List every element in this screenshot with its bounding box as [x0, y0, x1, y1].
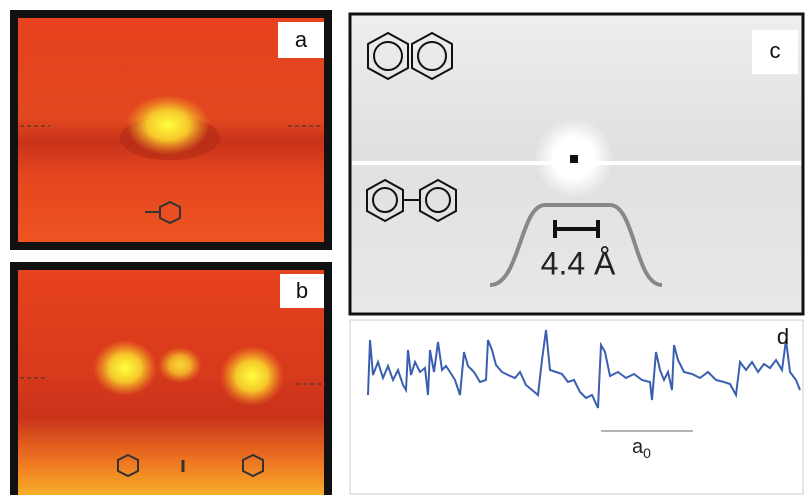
panel-label: a [295, 27, 308, 52]
panel-label: d [777, 324, 789, 349]
molecule-blob [220, 346, 284, 406]
molecule-blob [126, 95, 210, 155]
dot [570, 155, 578, 163]
panel-d [350, 320, 803, 494]
panel-label: b [296, 278, 308, 303]
distance-label: 4.4 Å [541, 245, 616, 281]
molecule-blob [93, 340, 157, 396]
scale-subscript: 0 [643, 445, 651, 461]
molecule-blob [158, 347, 202, 383]
panel-label: c [770, 38, 781, 63]
figure: a b 4.4 Å c a0 d [0, 0, 805, 495]
